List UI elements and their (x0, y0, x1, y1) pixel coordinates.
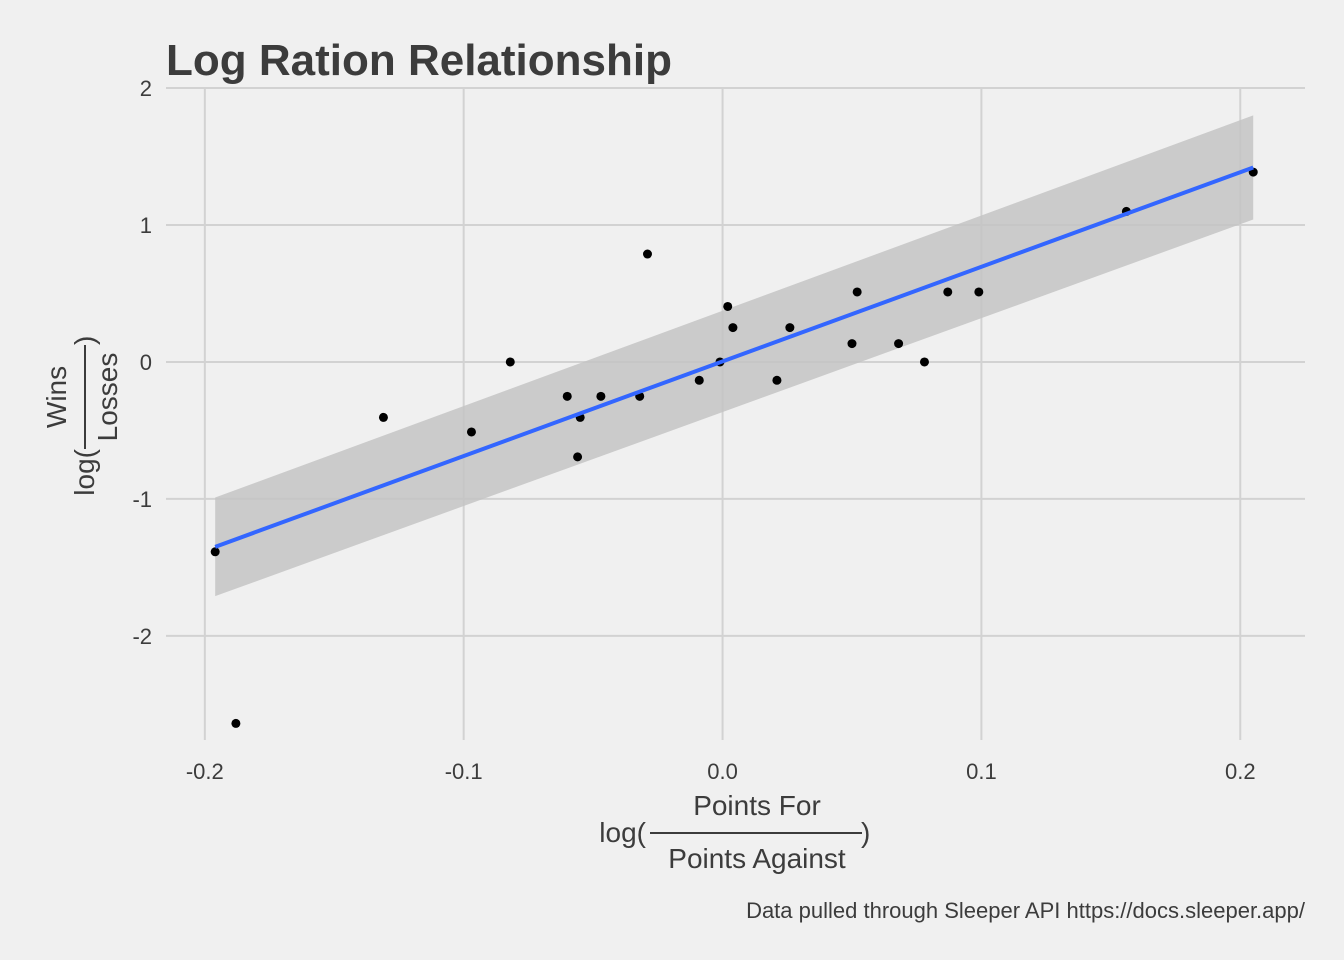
data-point (210, 547, 220, 557)
data-point (231, 718, 241, 728)
chart-title: Log Ration Relationship (166, 36, 672, 85)
x-axis-label-denominator: Points Against (668, 843, 846, 874)
data-point (505, 357, 515, 367)
x-axis-label-prefix: log( (599, 817, 646, 848)
data-point (785, 323, 795, 333)
data-point (728, 323, 738, 333)
y-tick-label: 0 (140, 350, 152, 375)
y-tick-label: -2 (132, 624, 152, 649)
y-tick-label: -1 (132, 487, 152, 512)
data-point (723, 301, 733, 311)
y-axis-label-denominator: Losses (92, 353, 123, 442)
data-point (642, 249, 652, 259)
y-axis-label-suffix: ) (69, 336, 100, 345)
x-tick-label: -0.1 (445, 759, 483, 784)
y-axis-label: log( Wins Losses ) (41, 336, 123, 496)
y-axis-label-prefix: log( (69, 448, 100, 495)
y-tick-label: 1 (140, 213, 152, 238)
data-point (573, 452, 583, 462)
data-point (974, 287, 984, 297)
data-point (772, 375, 782, 385)
chart-caption: Data pulled through Sleeper API https://… (746, 898, 1306, 923)
y-tick-label: 2 (140, 76, 152, 101)
x-tick-label: -0.2 (186, 759, 224, 784)
data-point (378, 412, 388, 422)
data-point (562, 391, 572, 401)
data-point (466, 427, 476, 437)
x-tick-label: 0.0 (707, 759, 738, 784)
x-axis-label-numerator: Points For (693, 790, 821, 821)
data-point (894, 339, 904, 349)
x-tick-labels: -0.2 -0.1 0.0 0.1 0.2 (186, 759, 1256, 784)
data-point (694, 375, 704, 385)
x-tick-label: 0.1 (966, 759, 997, 784)
data-point (596, 391, 606, 401)
y-axis-label-numerator: Wins (41, 366, 72, 428)
x-axis-label: log( Points For Points Against ) (599, 790, 870, 874)
x-tick-label: 0.2 (1225, 759, 1256, 784)
data-point (943, 287, 953, 297)
data-point (919, 357, 929, 367)
regression-line (214, 165, 1254, 549)
y-tick-labels: -2 -1 0 1 2 (132, 76, 152, 649)
x-axis-label-suffix: ) (861, 817, 870, 848)
data-point (847, 339, 857, 349)
data-point (852, 287, 862, 297)
